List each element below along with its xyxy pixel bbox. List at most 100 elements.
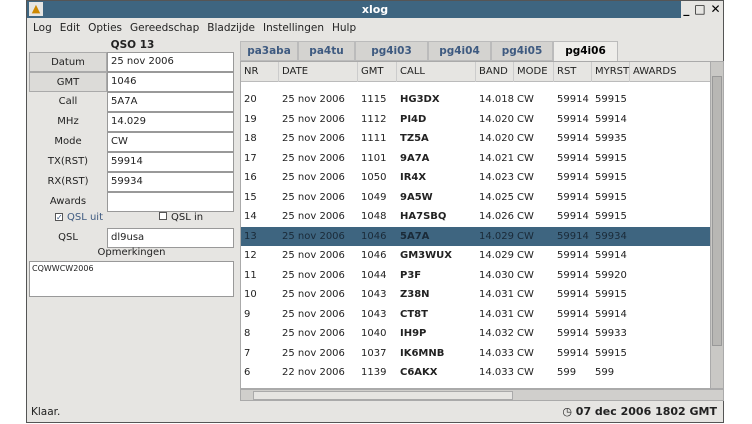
cell-rst: 59914 [557,211,589,222]
rx(rst)-input[interactable]: 59934 [107,172,234,192]
field-row-gmt: GMT 1046 [29,72,234,92]
cell-gmt: 1040 [361,328,387,339]
tx(rst)-input[interactable]: 59914 [107,152,234,172]
menu-log[interactable]: Log [33,22,52,34]
menu-edit[interactable]: Edit [59,22,81,34]
tab-pg4i03[interactable]: pg4i03 [355,41,428,61]
table-row[interactable]: 6 22 nov 2006 1139 C6AKX 14.033 CW 599 599 [241,363,711,382]
table-row[interactable]: 18 25 nov 2006 1111 TZ5A 14.020 CW 59914 59935 [241,129,711,148]
table-row[interactable]: 14 25 nov 2006 1048 HA7SBQ 14.026 CW 59914 5991… [241,207,711,226]
cell-rst: 59914 [557,250,589,261]
table-row[interactable]: 12 25 nov 2006 1046 GM3WUX 14.029 CW 59914 5991… [241,246,711,265]
column-header-mode[interactable]: MODE [514,62,554,82]
table-row[interactable]: 17 25 nov 2006 1101 9A7A 14.021 CW 59914 59915 [241,149,711,168]
cell-date: 25 nov 2006 [282,172,345,183]
menu-gereedschap[interactable]: Gereedschap [130,22,200,34]
cell-rst: 59914 [557,289,589,300]
column-header-gmt[interactable]: GMT [358,62,397,82]
cell-date: 25 nov 2006 [282,250,345,261]
scrollbar-thumb[interactable] [712,76,722,346]
column-header-date[interactable]: DATE [279,62,358,82]
tab-pa3aba[interactable]: pa3aba [240,41,298,61]
qsl-in-checkbox[interactable]: QSL in [159,212,203,223]
gmt-input[interactable]: 1046 [107,72,234,92]
cell-band: 14.021 [479,152,514,164]
cell-rst: 59914 [557,152,589,164]
cell-mode: CW [517,269,534,281]
cell-date: 25 nov 2006 [282,152,345,164]
title-bar[interactable]: ▲ xlog _ □ ✕ [27,1,723,18]
cell-call: 9A7A [400,152,430,164]
table-row[interactable]: 9 25 nov 2006 1043 CT8T 14.031 CW 59914 59914 [241,305,711,324]
column-header-myrst[interactable]: MYRST [592,62,630,82]
table-row[interactable]: 20 25 nov 2006 1115 HG3DX 14.018 CW 59914 59915 [241,90,711,109]
cell-myrst: 59914 [595,250,627,261]
field-row-call: Call 5A7A [29,92,234,112]
tab-pa4tu[interactable]: pa4tu [298,41,355,61]
cell-gmt: 1048 [361,211,387,222]
table-row[interactable]: 19 25 nov 2006 1112 PI4D 14.020 CW 59914 59914 [241,110,711,129]
table-row[interactable]: 11 25 nov 2006 1044 P3F 14.030 CW 59914 59920 [241,266,711,285]
qso-panel: QSO 13 Datum 25 nov 2006 GMT 1046 Call 5A7A MH… [29,39,236,399]
table-row[interactable]: 13 25 nov 2006 1046 5A7A 14.029 CW 59914 59934 [241,226,711,246]
cell-rst: 59914 [557,230,589,242]
cell-rst: 599 [557,367,577,378]
table-row[interactable]: 7 25 nov 2006 1037 IK6MNB 14.033 CW 59914 59915 [241,344,711,363]
cell-nr: 16 [244,172,257,183]
call-input[interactable]: 5A7A [107,92,234,112]
remarks-textarea[interactable]: CQWWCW2006 [29,261,234,297]
menu-bladzijde[interactable]: Bladzijde [207,22,255,34]
qso-title: QSO 13 [110,39,155,51]
cell-call: PI4D [400,113,427,125]
cell-call: IR4X [400,172,427,183]
menu-opties[interactable]: Opties [88,22,123,34]
column-header-rst[interactable]: RST [554,62,592,82]
close-button[interactable]: ✕ [710,2,721,16]
cell-band: 14.020 [479,113,514,125]
horizontal-scrollbar[interactable] [240,389,724,401]
menu-hulp[interactable]: Hulp [331,22,357,34]
datum-input[interactable]: 25 nov 2006 [107,52,234,72]
mode-input[interactable]: CW [107,132,234,152]
cell-gmt: 1037 [361,347,387,359]
awards-input[interactable] [107,192,234,212]
qsl-input[interactable]: dl9usa [107,228,234,248]
cell-rst: 59914 [557,308,589,320]
tab-pg4i05[interactable]: pg4i05 [491,41,553,61]
qsl-out-checkbox[interactable]: ✓ QSL uit [55,212,104,223]
cell-nr: 6 [244,367,251,378]
clock-icon: ◷ [562,405,576,418]
cell-myrst: 59915 [595,211,627,222]
cell-call: HA7SBQ [400,211,447,222]
column-header-call[interactable]: CALL [397,62,476,82]
vertical-scrollbar[interactable] [710,62,723,388]
xlog-window: ▲ xlog _ □ ✕ Log Edit Opties Gereedschap Bla… [26,0,724,423]
tab-pg4i06[interactable]: pg4i06 [553,41,618,62]
cell-myrst: 59934 [595,230,627,242]
maximize-button[interactable]: □ [694,2,706,16]
cell-nr: 20 [244,94,257,105]
cell-date: 25 nov 2006 [282,191,345,203]
cell-gmt: 1044 [361,269,387,281]
mhz-label: MHz [57,116,79,127]
cell-call: TZ5A [400,133,429,144]
cell-gmt: 1046 [361,230,387,242]
menu-instellingen[interactable]: Instellingen [262,22,324,34]
minimize-button[interactable]: _ [683,2,690,16]
tab-pg4i04[interactable]: pg4i04 [428,41,491,61]
datum-button[interactable]: Datum [29,52,107,72]
table-row[interactable]: 10 25 nov 2006 1043 Z38N 14.031 CW 59914 59915 [241,285,711,304]
gmt-button[interactable]: GMT [29,72,107,92]
cell-myrst: 59915 [595,289,627,300]
cell-call: CT8T [400,308,428,320]
cell-mode: CW [517,152,534,164]
cell-band: 14.029 [479,230,514,242]
column-header-band[interactable]: BAND [476,62,514,82]
scrollbar-thumb[interactable] [253,391,513,400]
table-row[interactable]: 8 25 nov 2006 1040 IH9P 14.032 CW 59914 59933 [241,324,711,343]
column-header-nr[interactable]: NR [241,62,279,82]
table-row[interactable]: 16 25 nov 2006 1050 IR4X 14.023 CW 59914 59915 [241,168,711,187]
table-row[interactable]: 15 25 nov 2006 1049 9A5W 14.025 CW 59914 59915 [241,188,711,207]
cell-rst: 59914 [557,94,589,105]
mhz-input[interactable]: 14.029 [107,112,234,132]
